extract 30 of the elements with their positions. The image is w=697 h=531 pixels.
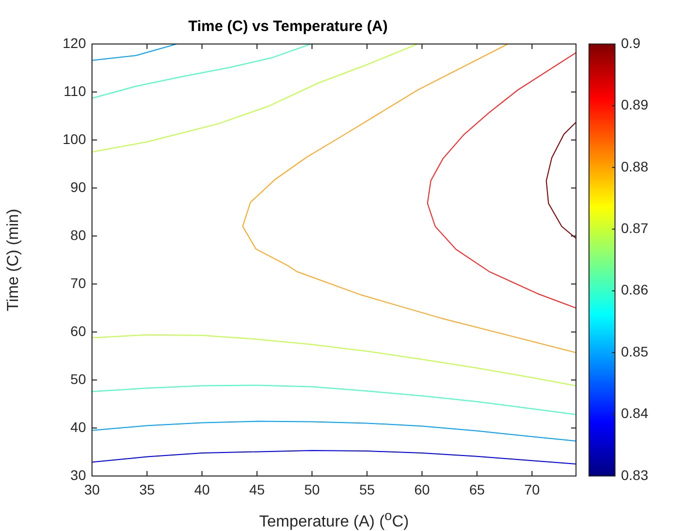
y-tick-label: 30 [70,466,86,483]
y-tick-label: 80 [70,226,86,243]
color-bar-label: 0.84 [621,405,648,422]
y-tick-label: 100 [62,130,86,147]
y-tick-label: 110 [64,82,86,99]
x-axis-title: Temperature (A) ($^{o}$C) [258,508,410,531]
y-tick-label: 120 [62,34,86,51]
x-tick-label: 35 [139,481,155,498]
x-tick-label: 40 [194,481,210,498]
color-bar-label: 0.87 [621,220,648,236]
x-tick-label: 30 [84,481,100,498]
x-tick-label: 45 [249,481,265,498]
color-bar-label: 0.89 [621,96,648,113]
y-tick-label: 40 [70,418,86,435]
color-bar-label: 0.88 [621,158,648,174]
y-axis-title: Time (C) (min) [5,208,22,312]
x-tick-label: 65 [469,481,485,498]
x-tick-label: 70 [524,481,540,498]
color-bar-label: 0.9 [621,34,641,51]
color-bar-label: 0.86 [621,282,648,298]
chart-title: Time (C) vs Temperature (A) [188,18,388,36]
color-bar-label: 0.83 [621,466,648,483]
x-tick-label: 55 [359,481,375,498]
color-bar-label: 0.85 [621,343,648,360]
x-tick-label: 50 [304,481,320,498]
y-tick-label: 50 [70,370,86,387]
x-tick-label: 60 [414,481,430,498]
y-tick-label: 90 [70,178,86,195]
y-tick-label: 60 [70,322,86,339]
y-tick-label: 70 [70,274,86,291]
